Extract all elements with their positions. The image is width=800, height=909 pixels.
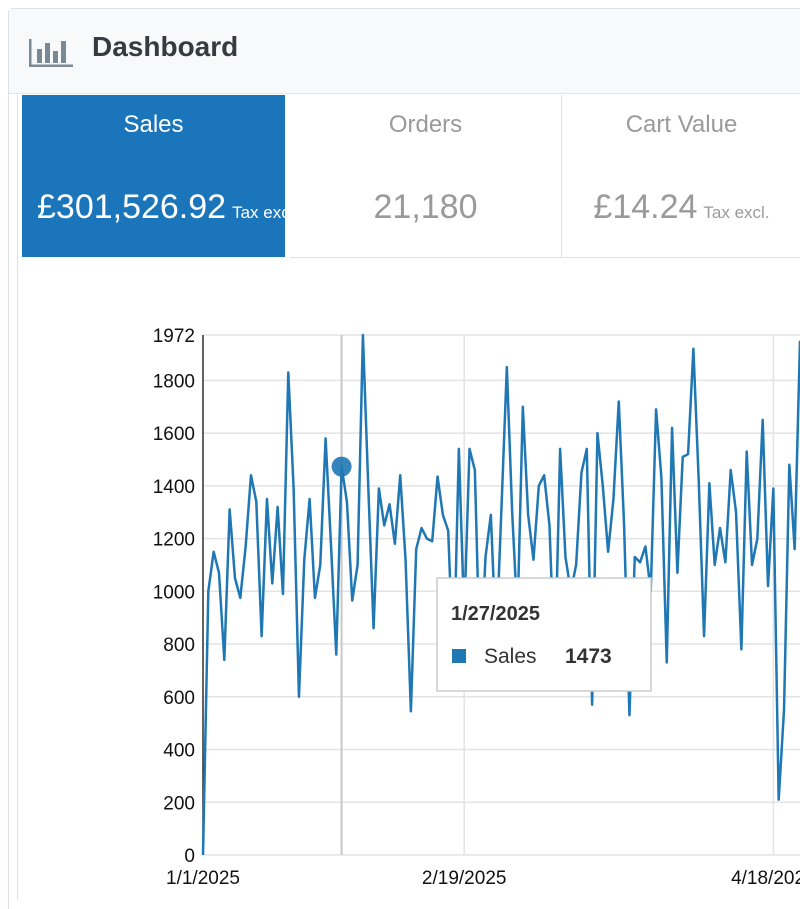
kpi-value-row: £14.24 Tax excl. [563, 188, 800, 227]
line-series [201, 333, 800, 856]
tooltip-value: 1473 [565, 645, 612, 668]
kpi-value: 21,180 [373, 188, 478, 226]
kpi-tab[interactable]: Cart Value £14.24 Tax excl. [563, 95, 800, 258]
tooltip-swatch [452, 649, 466, 663]
kpi-value: £14.24 [593, 188, 698, 226]
dashboard-icon [29, 39, 73, 67]
hover-point [331, 456, 352, 477]
x-tick-label: 2/19/2025 [422, 868, 507, 889]
tooltip-box [436, 577, 652, 692]
y-tick-label: 600 [163, 688, 195, 709]
y-tick-label: 1000 [153, 582, 195, 603]
kpi-value: £301,526.92 [37, 188, 227, 226]
chart: 0 200 400 600 800 1000 1200 1400 1600 1800 1972 1/1… [153, 326, 800, 889]
x-tick-label: 1/1/2025 [166, 868, 240, 889]
x-tick-label: 4/18/2025 [731, 868, 800, 889]
y-tick-label: 1600 [153, 424, 195, 445]
kpi-label: Cart Value [625, 111, 738, 138]
y-tick-label: 200 [163, 793, 195, 814]
kpi-note: Tax excl. [703, 203, 770, 222]
y-tick-label: 1800 [153, 371, 195, 392]
kpi-label: Sales [123, 111, 184, 138]
y-tick-label: 1400 [153, 477, 195, 498]
tooltip-date: 1/27/2025 [451, 603, 540, 625]
header: Dashboard [9, 9, 800, 94]
tooltip-series: Sales [484, 645, 537, 668]
kpi-value-row: 21,180 [290, 188, 561, 227]
kpi-note: Tax excl. [232, 203, 285, 222]
y-tick-label: 400 [163, 741, 195, 762]
y-tick-label: 0 [184, 846, 195, 867]
panel [17, 95, 800, 900]
kpi-tab[interactable]: Orders 21,180 [290, 95, 562, 258]
header-title: Dashboard [92, 31, 239, 62]
kpi-tab[interactable]: Sales £301,526.92 Tax excl. [22, 95, 285, 257]
y-tick-label: 800 [163, 635, 195, 656]
dashboard-frame [8, 8, 800, 909]
kpi-label: Orders [388, 111, 463, 138]
y-tick-label: 1972 [153, 326, 195, 347]
kpi-value-row: £301,526.92 Tax excl. [22, 188, 285, 227]
tooltip: 1/27/2025 Sales 1473 [436, 577, 652, 692]
y-tick-label: 1200 [153, 530, 195, 551]
